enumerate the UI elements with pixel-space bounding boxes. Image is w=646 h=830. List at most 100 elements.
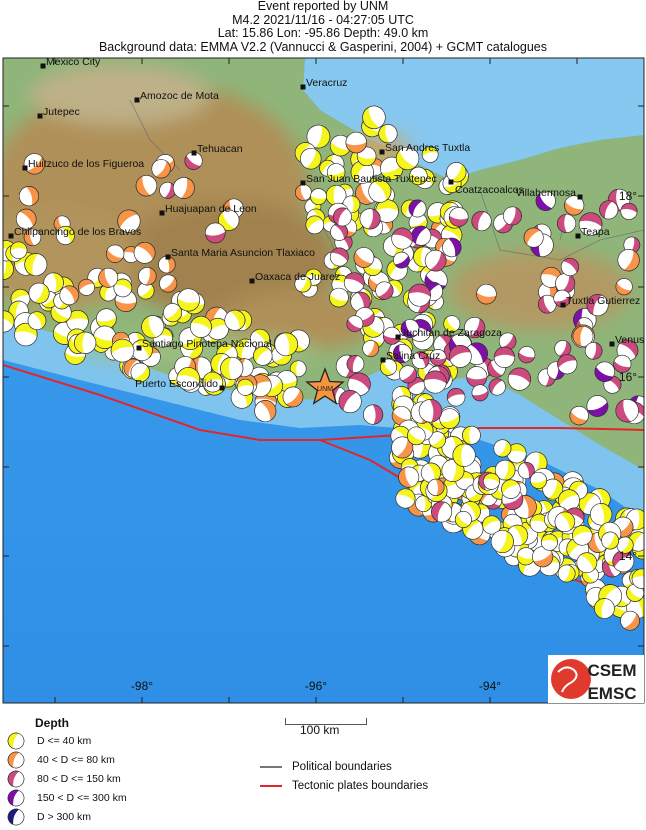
beachball: [224, 309, 246, 331]
beachball: [594, 598, 615, 619]
beachball: [253, 346, 273, 366]
beachball: [345, 131, 367, 154]
beachball: [350, 160, 374, 184]
city-label: Salina Cruz: [386, 350, 440, 362]
beachball: [439, 408, 460, 429]
seismicity-map: Mexico City Jutepec Amozoc de Mota Huitzuco…: [2, 57, 645, 704]
beachball: [554, 511, 576, 533]
beachball: [220, 356, 244, 381]
city-labels: Mexico City Jutepec Amozoc de Mota Huitzuco…: [8, 58, 644, 391]
epicenter-marker[interactable]: UNM: [305, 367, 345, 405]
beachball: [78, 278, 95, 296]
city-san-juan-bautista-tuxtepec: San Juan Bautista Tuxtepec: [300, 173, 437, 186]
header-magnitude-time: M4.2 2021/11/16 - 04:27:05 UTC: [232, 12, 414, 27]
beachball: [362, 105, 386, 130]
city-chilpancingo-de-los-bravos: Chilpancingo de los Bravos: [8, 226, 141, 239]
header-background-data: Background data: EMMA V2.2 (Vannucci & G…: [98, 39, 548, 54]
beachball: [110, 338, 135, 363]
beachball: [289, 360, 307, 378]
beachball: [586, 294, 609, 317]
legend-title: Depth: [35, 716, 69, 730]
beachball: [202, 371, 224, 393]
beachball: [131, 339, 153, 361]
beachball: [333, 207, 352, 227]
city-veracruz: Veracruz: [300, 77, 347, 90]
beachball: [375, 281, 394, 300]
legend-depth-class: 40 < D <= 80 km: [6, 751, 115, 769]
city-marker: [300, 180, 306, 186]
city-label: Veracruz: [306, 77, 347, 89]
city-marker: [159, 210, 165, 216]
beachball: [523, 227, 544, 248]
beachball-icon: [7, 808, 25, 826]
beachball: [442, 237, 462, 258]
beachball: [557, 213, 577, 233]
beachball: [218, 209, 240, 231]
city-marker: [395, 334, 401, 340]
beachball: [409, 166, 428, 186]
beachball: [158, 255, 176, 274]
city-marker: [448, 179, 454, 185]
beachball: [306, 124, 331, 149]
city-tehuacan: Tehuacan: [191, 143, 243, 156]
city-marker: [575, 233, 581, 239]
lon-label: -98°: [131, 679, 153, 693]
beachball: [184, 151, 203, 170]
city-teapa: Teapa: [575, 226, 610, 239]
beachball-icon: [7, 770, 25, 788]
beachball: [448, 207, 469, 227]
legend-label: D > 300 km: [37, 811, 91, 823]
beachball: [518, 346, 536, 364]
beachball: [420, 462, 442, 483]
beachball: [393, 251, 410, 269]
beachball: [590, 503, 613, 526]
beachball: [282, 386, 304, 408]
beachball: [398, 466, 420, 488]
beachball: [141, 315, 165, 339]
beachball: [310, 188, 327, 206]
beachball: [464, 317, 486, 339]
beachball: [274, 332, 298, 357]
beachball: [391, 227, 414, 250]
header-reporter: Event reported by UNM: [257, 0, 389, 13]
beachball: [379, 358, 398, 376]
city-label: Juchitan de Zaragoza: [401, 327, 502, 339]
beachball: [346, 315, 364, 333]
city-label: San Andres Tuxtla: [385, 142, 470, 154]
beachball: [346, 355, 365, 373]
beachball: [535, 190, 556, 211]
beachball: [427, 478, 445, 496]
beachball: [105, 244, 125, 263]
beachball: [516, 547, 535, 566]
beachball: [490, 530, 514, 554]
beachball: [326, 163, 346, 182]
beachball: [14, 322, 38, 347]
beachball: [133, 241, 156, 264]
beachball: [462, 425, 481, 445]
city-label: Puerto Escondido: [135, 378, 218, 390]
legend-depth-class: 80 < D <= 150 km: [6, 770, 121, 788]
beachball: [569, 405, 589, 426]
beachball-icon: [7, 751, 25, 769]
city-label: Coatzacoalcos: [455, 184, 524, 196]
city-marker: [609, 341, 615, 347]
city-label: Tuxtla Gutierrez: [566, 295, 640, 307]
beachball-icon: [7, 789, 25, 807]
beachball: [631, 568, 644, 589]
beachball: [560, 257, 580, 276]
beachball: [613, 354, 632, 373]
beachball: [601, 531, 619, 550]
beachball: [330, 223, 348, 241]
scale-bar: [285, 718, 367, 725]
city-juchitan-de-zaragoza: Juchitan de Zaragoza: [395, 327, 502, 340]
beachball: [454, 510, 472, 528]
beachball: [415, 495, 432, 512]
city-tuxtla-gutierrez: Tuxtla Gutierrez: [560, 295, 640, 308]
beachball: [584, 342, 603, 360]
beachball: [493, 346, 515, 368]
beachball: [503, 206, 522, 226]
beachball: [408, 199, 427, 218]
beachball: [408, 283, 431, 307]
csem-emsc-logo: CSEM EMSC: [548, 655, 644, 703]
beachball: [24, 253, 48, 277]
